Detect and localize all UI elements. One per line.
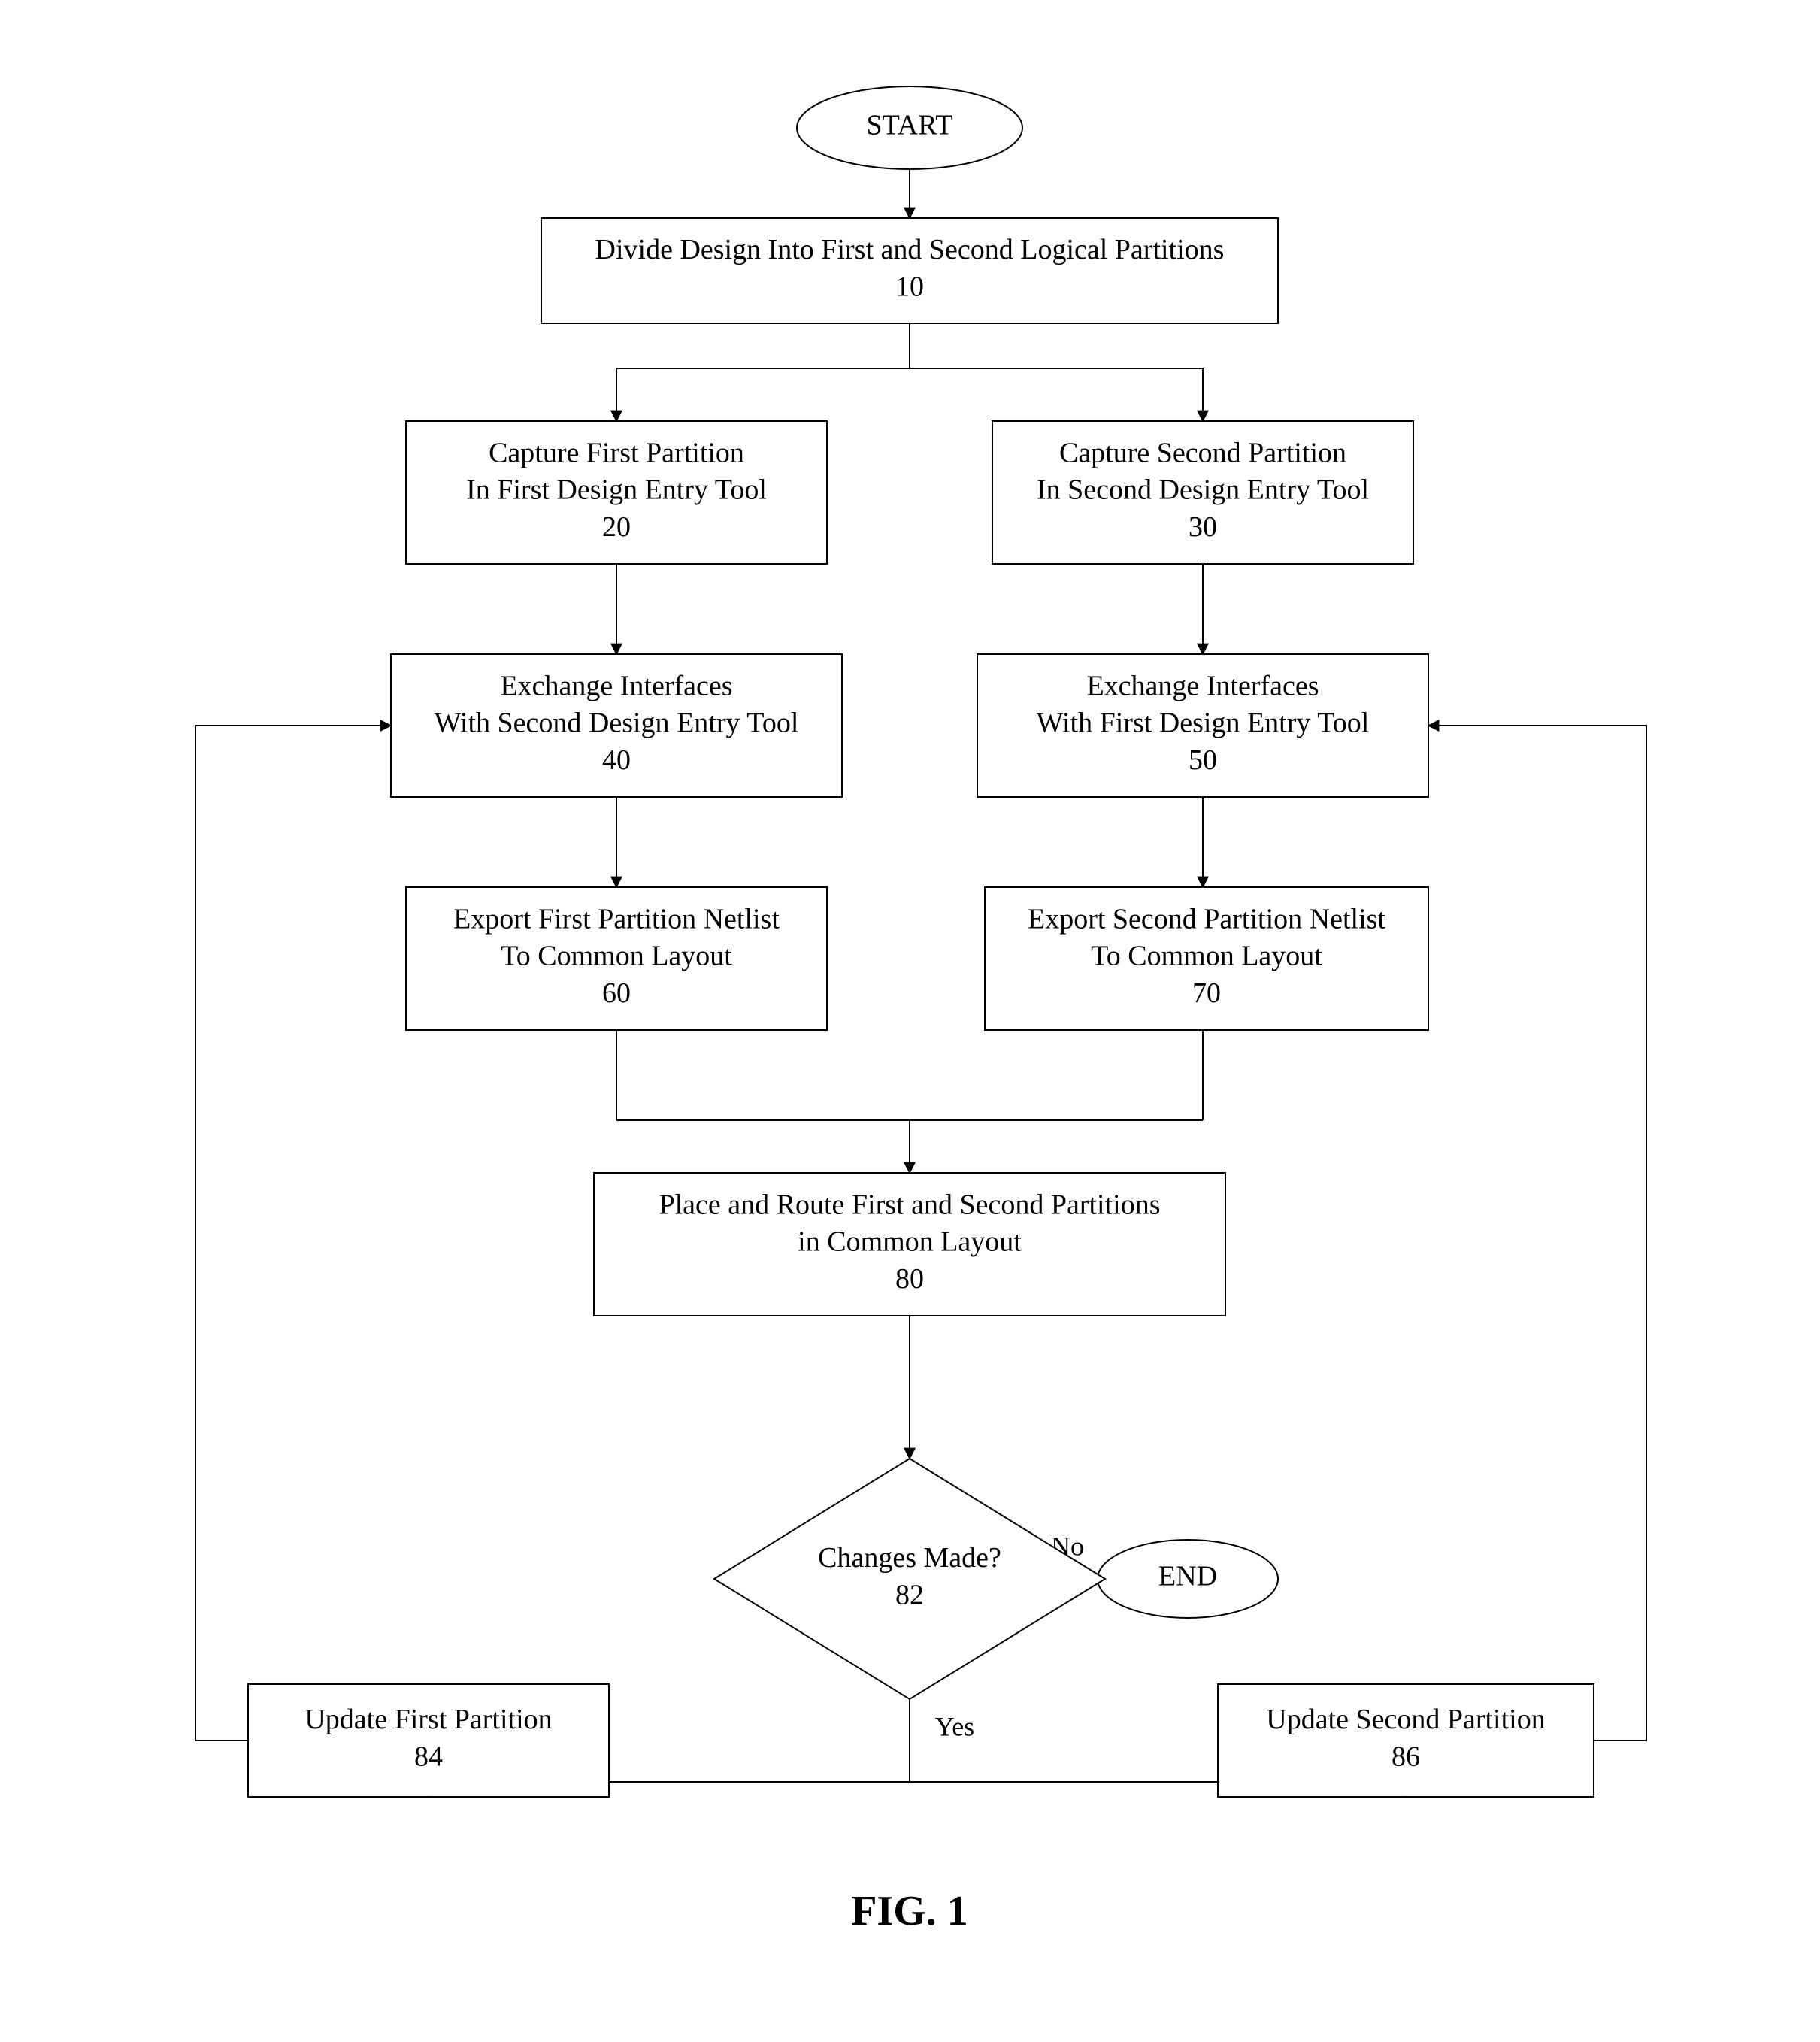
svg-text:80: 80 [895, 1263, 924, 1295]
svg-text:With First Design Entry Tool: With First Design Entry Tool [1037, 707, 1370, 739]
process-update_second: Update Second Partition 86 [1218, 1684, 1594, 1797]
svg-text:in Common Layout: in Common Layout [798, 1226, 1022, 1258]
svg-text:20: 20 [602, 511, 631, 543]
svg-text:40: 40 [602, 744, 631, 776]
svg-text:END: END [1158, 1561, 1217, 1592]
edge-label-dec-yes-down: Yes [935, 1711, 974, 1741]
process-divide: Divide Design Into First and Second Logi… [541, 218, 1278, 323]
svg-text:To Common Layout: To Common Layout [501, 941, 732, 972]
svg-text:84: 84 [414, 1741, 443, 1772]
svg-text:With Second Design Entry Tool: With Second Design Entry Tool [435, 707, 799, 739]
svg-text:Divide Design Into First and S: Divide Design Into First and Second Logi… [595, 234, 1225, 265]
svg-text:Export Second Partition Netlis: Export Second Partition Netlist [1028, 903, 1385, 935]
svg-text:In Second Design Entry Tool: In Second Design Entry Tool [1037, 474, 1369, 506]
process-place_route: Place and Route First and Second Partiti… [594, 1173, 1225, 1316]
process-exchange_first: Exchange Interfaces With Second Design En… [391, 654, 842, 797]
process-export_second: Export Second Partition Netlist To Common… [985, 887, 1428, 1030]
process-exchange_second: Exchange Interfaces With First Design Ent… [977, 654, 1428, 797]
process-capture_second: Capture Second Partition In Second Design… [992, 421, 1413, 564]
svg-text:Update First Partition: Update First Partition [304, 1704, 552, 1735]
svg-text:Exchange Interfaces: Exchange Interfaces [1086, 670, 1319, 701]
svg-text:Capture First Partition: Capture First Partition [489, 437, 744, 468]
svg-text:Exchange Interfaces: Exchange Interfaces [500, 670, 732, 701]
svg-text:82: 82 [895, 1579, 924, 1610]
svg-text:30: 30 [1189, 511, 1217, 543]
svg-text:Update Second Partition: Update Second Partition [1266, 1704, 1545, 1735]
svg-text:START: START [866, 110, 952, 141]
svg-text:Capture Second Partition: Capture Second Partition [1059, 437, 1346, 468]
terminator-start: START [797, 86, 1022, 169]
process-capture_first: Capture First Partition In First Design E… [406, 421, 827, 564]
svg-text:70: 70 [1192, 977, 1221, 1009]
svg-text:Export First Partition Netlist: Export First Partition Netlist [453, 903, 780, 935]
terminator-end: END [1098, 1540, 1278, 1618]
svg-text:In First Design Entry Tool: In First Design Entry Tool [466, 474, 767, 506]
svg-text:10: 10 [895, 271, 924, 302]
figure-label: FIG. 1 [851, 1888, 968, 1934]
process-update_first: Update First Partition 84 [248, 1684, 609, 1797]
svg-text:50: 50 [1189, 744, 1217, 776]
svg-text:86: 86 [1391, 1741, 1420, 1772]
svg-text:60: 60 [602, 977, 631, 1009]
svg-text:To Common Layout: To Common Layout [1091, 941, 1322, 972]
svg-text:Place and Route First and Seco: Place and Route First and Second Partiti… [659, 1189, 1160, 1220]
process-export_first: Export First Partition Netlist To Common … [406, 887, 827, 1030]
svg-text:Changes Made?: Changes Made? [818, 1542, 1001, 1574]
